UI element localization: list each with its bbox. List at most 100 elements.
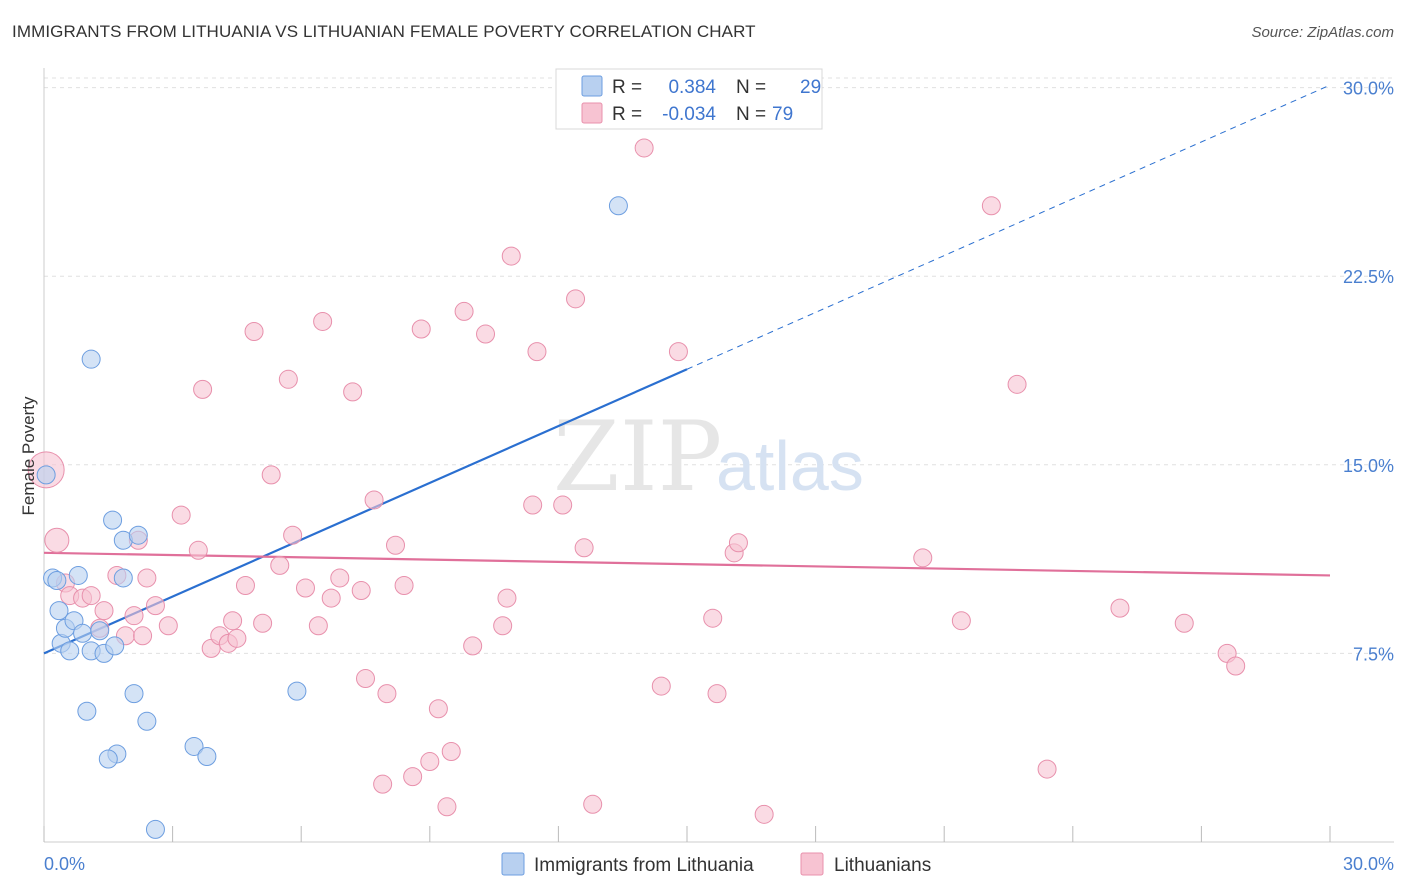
point-blue-25 — [287, 681, 307, 701]
point-pink-60 — [583, 794, 603, 814]
point-pink-13 — [137, 568, 157, 588]
point-pink-49 — [454, 301, 474, 321]
point-pink-18 — [193, 379, 213, 399]
point-pink-57 — [553, 495, 573, 515]
point-pink-37 — [356, 669, 375, 689]
legend-swatch-blue — [581, 75, 603, 97]
point-pink-29 — [283, 525, 303, 545]
point-pink-67 — [728, 533, 748, 553]
point-pink-17 — [188, 540, 208, 560]
point-pink-73 — [1037, 759, 1057, 779]
point-blue-27 — [81, 349, 101, 369]
trend-line-pink — [43, 551, 1331, 577]
trend-lines — [43, 84, 1331, 655]
point-blue-5 — [60, 641, 80, 661]
bottom-legend-label-2: Lithuanians — [834, 855, 931, 876]
point-pink-53 — [497, 588, 517, 608]
point-pink-22 — [223, 611, 243, 631]
point-pink-23 — [235, 576, 255, 596]
point-pink-41 — [386, 535, 406, 555]
point-pink-62 — [651, 676, 671, 696]
point-blue-11 — [90, 621, 110, 641]
point-pink-44 — [411, 319, 431, 339]
point-blue-24 — [197, 747, 217, 767]
point-blue-20 — [128, 525, 148, 545]
legend-r-label-1: R = — [612, 77, 642, 98]
point-pink-16 — [171, 505, 191, 525]
point-pink-33 — [321, 588, 341, 608]
x-tick-label-max: 30.0% — [1343, 854, 1394, 874]
legend-r-value-2: -0.034 — [662, 104, 716, 125]
legend-swatch-pink — [581, 102, 603, 124]
point-pink-24 — [244, 322, 264, 342]
point-pink-63 — [668, 342, 688, 362]
bottom-legend-swatch-blue — [501, 852, 525, 876]
point-blue-9 — [77, 701, 97, 721]
point-pink-45 — [420, 752, 440, 772]
trend-extension-blue — [686, 84, 1331, 370]
point-pink-54 — [501, 246, 521, 266]
point-pink-35 — [343, 382, 363, 402]
point-pink-70 — [951, 611, 971, 631]
point-pink-31 — [308, 616, 328, 636]
point-pink-39 — [373, 774, 393, 794]
point-pink-15 — [158, 616, 178, 636]
point-pink-55 — [523, 495, 543, 515]
point-pink-68 — [754, 804, 774, 824]
point-blue-19 — [98, 749, 118, 769]
legend-n-label-1: N = — [736, 77, 766, 98]
point-pink-65 — [707, 684, 727, 704]
point-pink-78 — [227, 628, 247, 648]
point-blue-7 — [68, 565, 88, 585]
series-legend: Immigrants from Lithuania Lithuanians — [501, 852, 931, 876]
grid-lines — [44, 77, 1394, 654]
data-points — [27, 138, 1246, 839]
legend-n-label-2: N = — [736, 104, 766, 125]
point-pink-71 — [981, 196, 1001, 216]
point-blue-17 — [113, 568, 133, 588]
point-blue-13 — [103, 510, 123, 530]
point-pink-1 — [44, 527, 70, 553]
point-pink-27 — [270, 555, 290, 575]
bottom-legend-swatch-pink — [800, 852, 824, 876]
point-pink-48 — [441, 741, 461, 761]
point-pink-5 — [81, 586, 101, 606]
legend-r-value-1: 0.384 — [668, 77, 716, 98]
point-pink-12 — [133, 626, 153, 646]
y-tick-labels: 7.5% 15.0% 22.5% 30.0% — [1343, 79, 1394, 665]
legend-r-label-2: R = — [612, 104, 642, 125]
legend-n-value-2: 79 — [772, 104, 793, 125]
point-pink-40 — [377, 684, 397, 704]
point-pink-69 — [913, 548, 933, 568]
point-blue-14 — [105, 636, 125, 656]
point-blue-21 — [137, 711, 157, 731]
point-blue-28 — [36, 465, 56, 485]
point-pink-77 — [1226, 656, 1246, 676]
point-pink-74 — [1110, 598, 1130, 618]
point-pink-14 — [145, 596, 165, 616]
point-pink-52 — [493, 616, 513, 636]
point-pink-43 — [403, 767, 423, 787]
point-blue-2 — [49, 601, 69, 621]
point-pink-38 — [364, 490, 384, 510]
point-pink-10 — [124, 606, 144, 626]
legend-n-value-1: 29 — [800, 77, 821, 98]
point-pink-75 — [1174, 613, 1194, 633]
point-pink-72 — [1007, 374, 1027, 394]
point-pink-56 — [527, 342, 547, 362]
point-pink-61 — [634, 138, 654, 158]
point-pink-26 — [261, 465, 281, 485]
y-tick-label-2: 22.5% — [1343, 267, 1394, 287]
y-tick-label-0: 7.5% — [1353, 644, 1394, 664]
y-tick-label-1: 15.0% — [1343, 456, 1394, 476]
x-tick-label-min: 0.0% — [44, 854, 85, 874]
point-pink-36 — [351, 581, 371, 601]
chart-title: IMMIGRANTS FROM LITHUANIA VS LITHUANIAN … — [12, 22, 756, 41]
point-pink-51 — [476, 324, 496, 344]
point-pink-58 — [566, 289, 586, 309]
stats-legend: R = 0.384 N = 29 R = -0.034 N = 79 — [555, 68, 823, 130]
bottom-legend-label-1: Immigrants from Lithuania — [534, 855, 754, 876]
point-pink-50 — [463, 636, 483, 656]
point-pink-42 — [394, 576, 414, 596]
